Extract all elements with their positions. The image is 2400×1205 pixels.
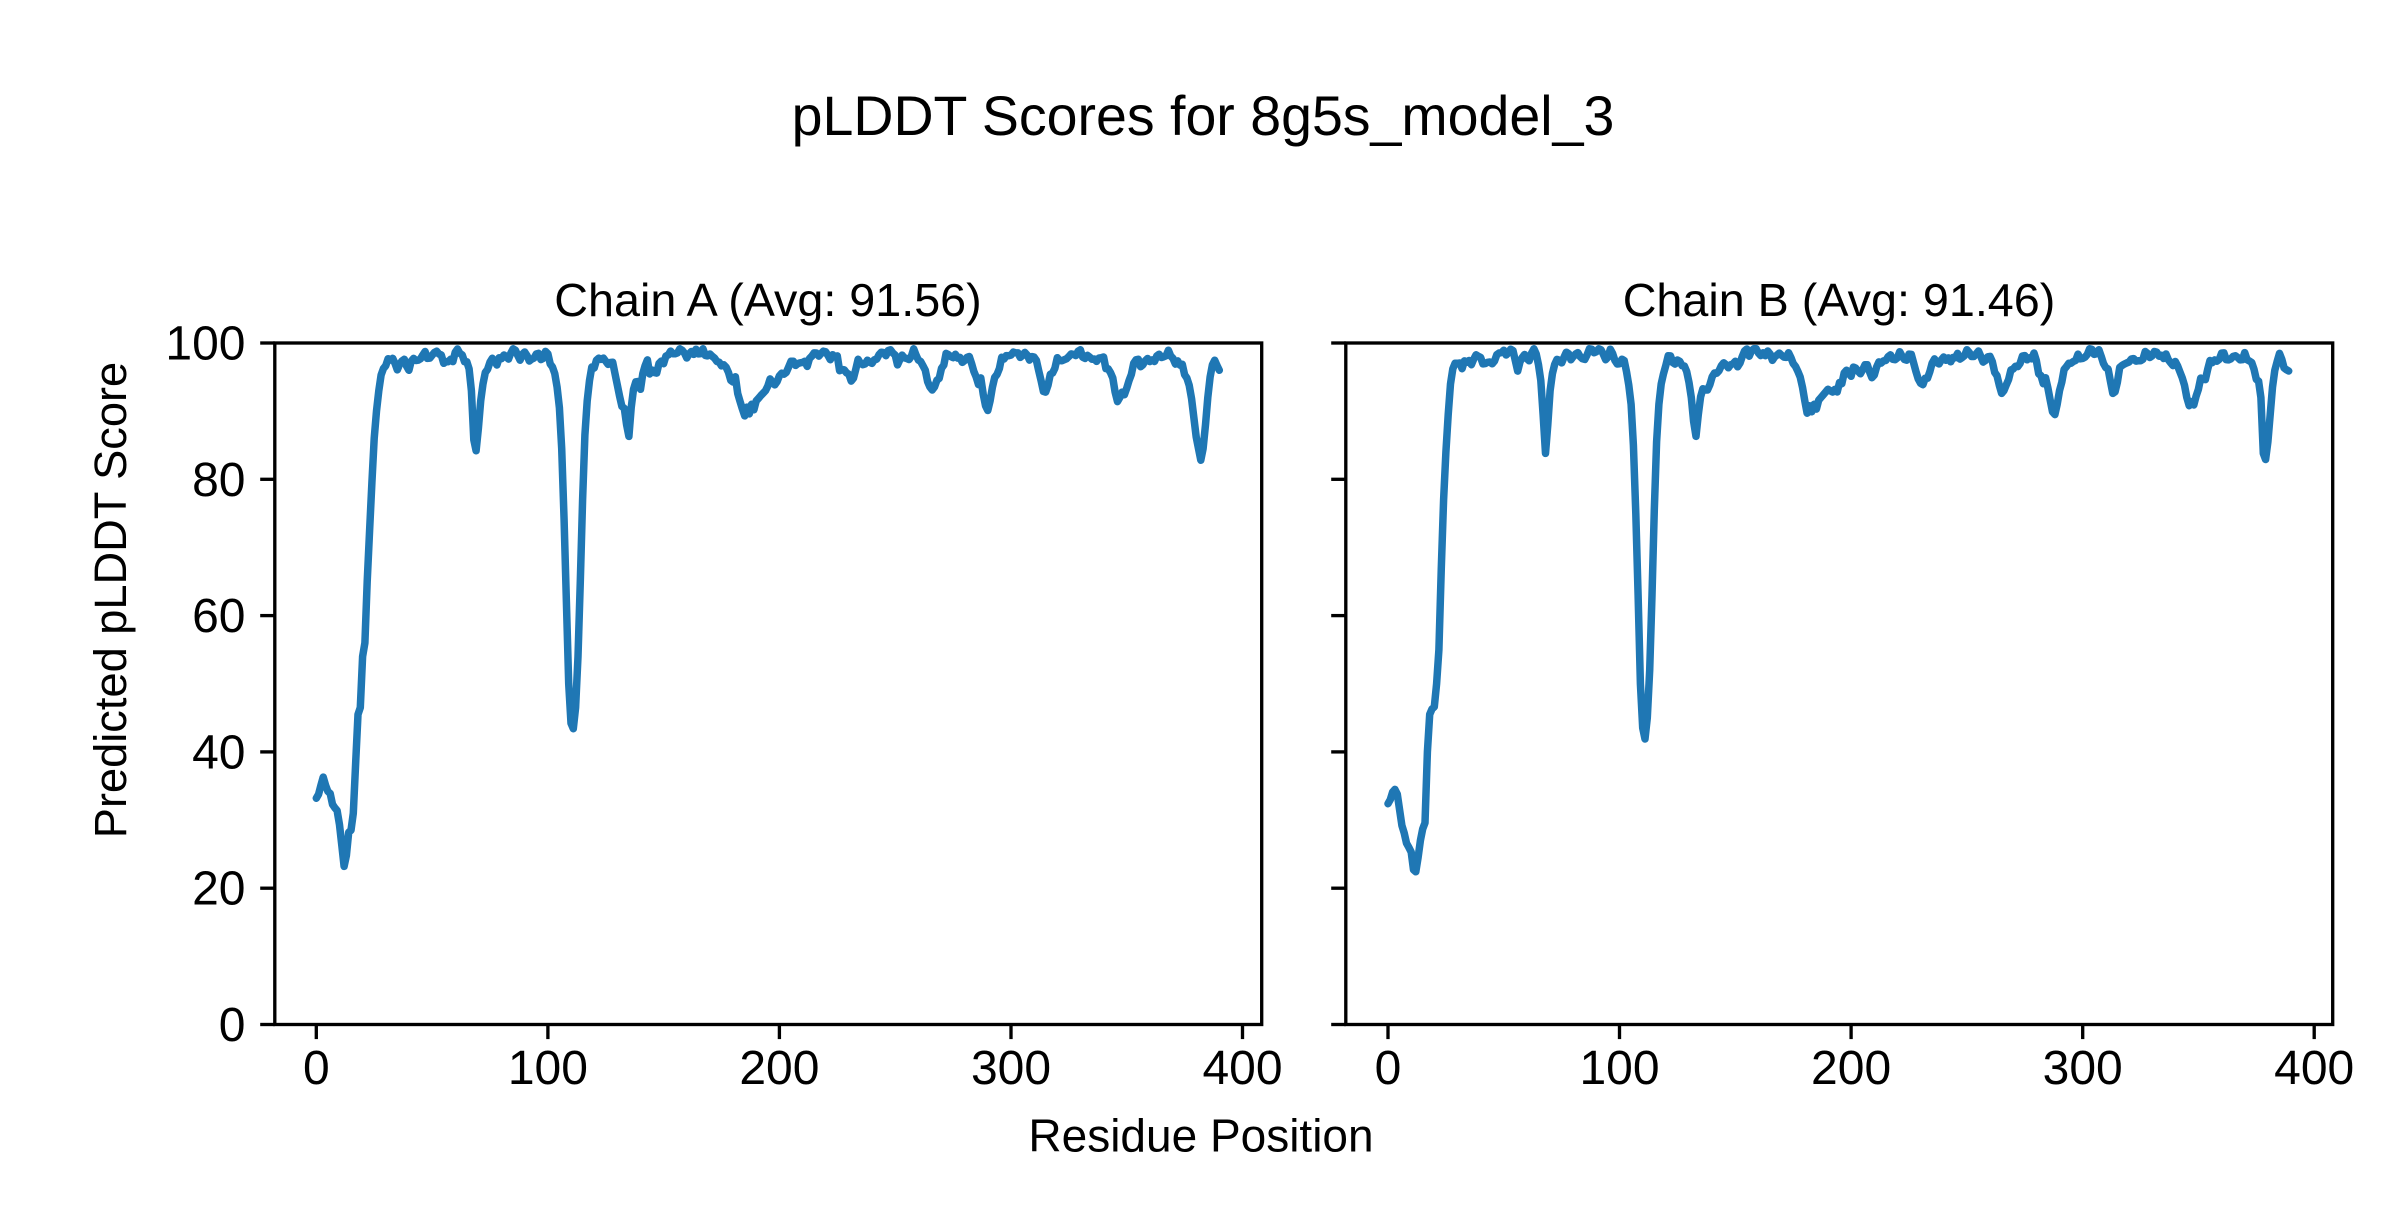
svg-text:Residue Position: Residue Position bbox=[1028, 1110, 1373, 1162]
svg-text:400: 400 bbox=[2274, 1042, 2354, 1095]
svg-text:200: 200 bbox=[739, 1042, 819, 1095]
svg-text:Chain A (Avg: 91.56): Chain A (Avg: 91.56) bbox=[554, 274, 981, 326]
svg-text:0: 0 bbox=[303, 1042, 330, 1095]
svg-text:0: 0 bbox=[219, 999, 246, 1052]
svg-text:80: 80 bbox=[192, 454, 245, 507]
svg-text:40: 40 bbox=[192, 726, 245, 779]
svg-text:20: 20 bbox=[192, 863, 245, 916]
svg-text:400: 400 bbox=[1202, 1042, 1282, 1095]
svg-text:100: 100 bbox=[1579, 1042, 1659, 1095]
svg-text:200: 200 bbox=[1811, 1042, 1891, 1095]
svg-text:300: 300 bbox=[2043, 1042, 2123, 1095]
svg-text:Predicted pLDDT Score: Predicted pLDDT Score bbox=[85, 362, 136, 838]
svg-text:100: 100 bbox=[165, 318, 245, 371]
svg-text:Chain B (Avg: 91.46): Chain B (Avg: 91.46) bbox=[1623, 274, 2056, 326]
svg-text:pLDDT Scores for 8g5s_model_3: pLDDT Scores for 8g5s_model_3 bbox=[792, 85, 1615, 147]
svg-text:0: 0 bbox=[1375, 1042, 1402, 1095]
svg-text:300: 300 bbox=[971, 1042, 1051, 1095]
svg-text:60: 60 bbox=[192, 590, 245, 643]
svg-text:100: 100 bbox=[508, 1042, 588, 1095]
